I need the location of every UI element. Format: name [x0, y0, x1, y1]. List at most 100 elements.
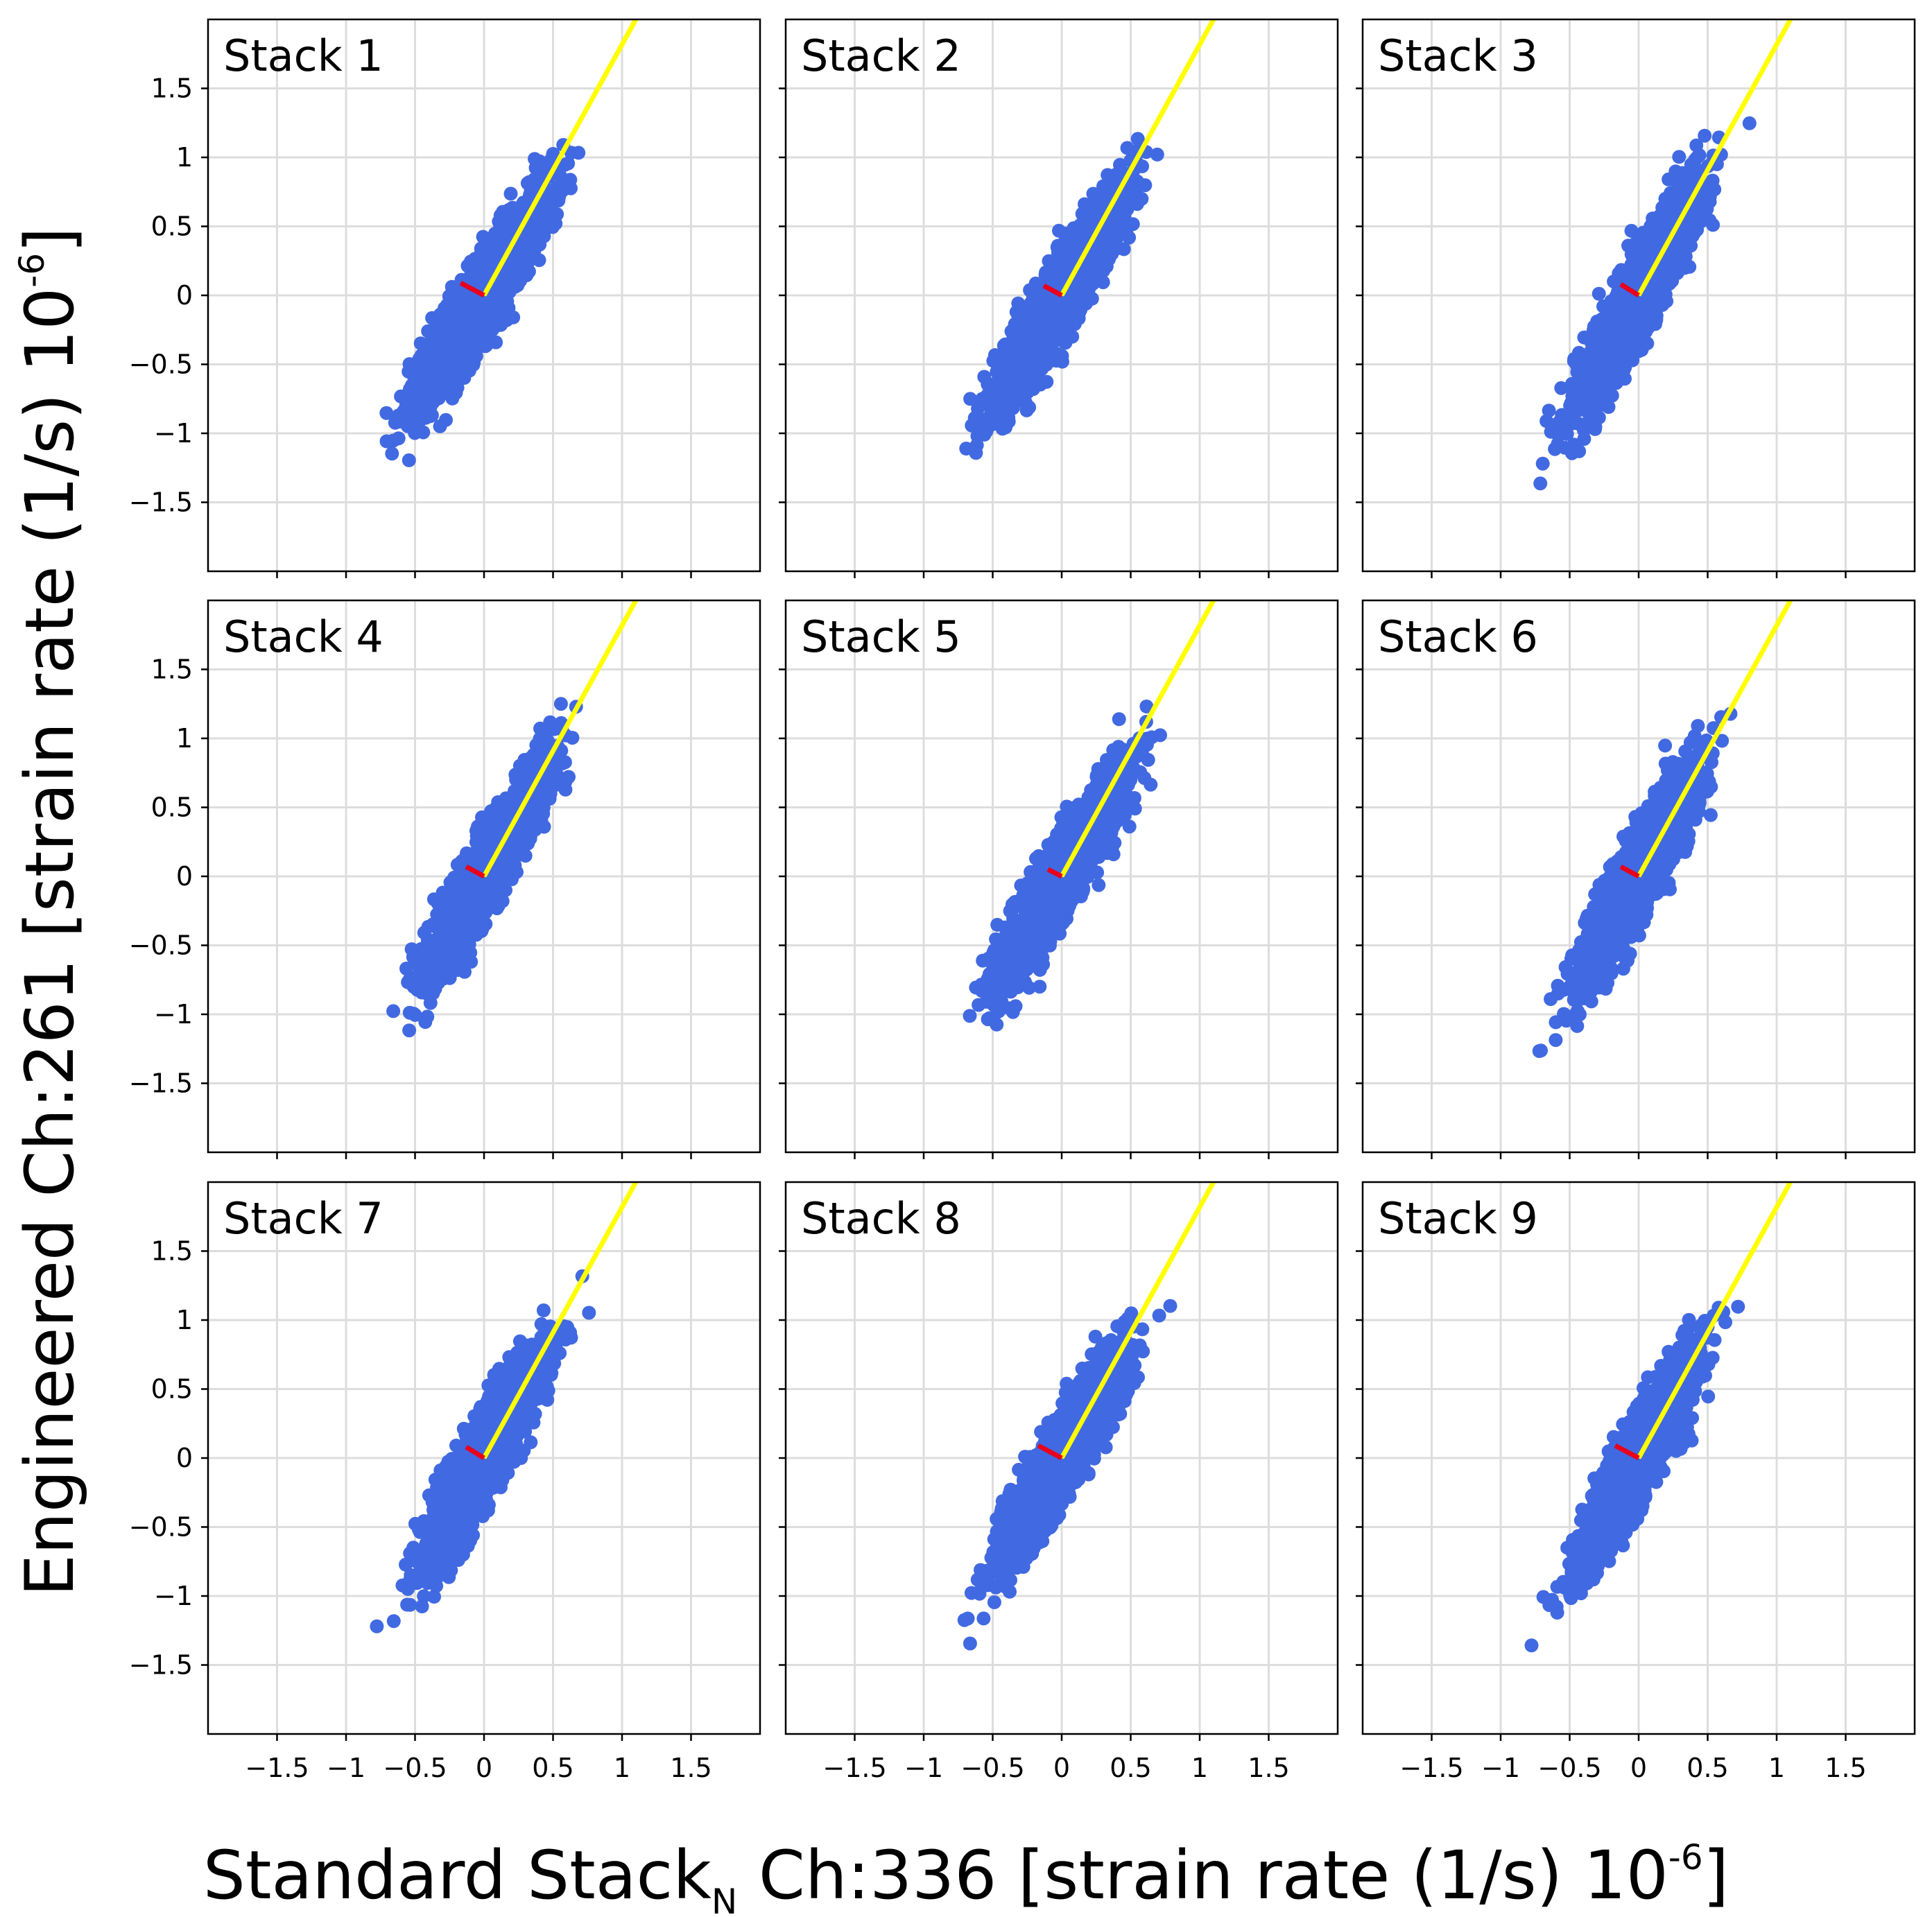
- scatter-point: [1689, 138, 1704, 153]
- scatter-point: [1624, 223, 1639, 238]
- scatter-point: [1085, 291, 1099, 306]
- scatter-point: [977, 413, 991, 427]
- scatter-point: [397, 404, 411, 418]
- scatter-point: [1028, 325, 1042, 340]
- scatter-point: [1560, 426, 1574, 441]
- scatter-point: [1135, 191, 1149, 206]
- scatter-point: [520, 176, 535, 191]
- scatter-point: [431, 391, 446, 406]
- scatter-point: [1085, 202, 1099, 216]
- scatter-point: [379, 406, 394, 420]
- scatter-point: [1130, 132, 1145, 146]
- scatter-point: [1125, 217, 1140, 232]
- scatter-point: [466, 358, 481, 372]
- scatter-point: [1535, 456, 1550, 471]
- scatter-point: [415, 392, 430, 407]
- scatter-point: [474, 251, 489, 266]
- scatter-point: [564, 181, 578, 196]
- scatter-point: [1114, 211, 1129, 225]
- scatter-point: [1060, 314, 1074, 329]
- scatter-point: [1087, 264, 1102, 278]
- scatter-point: [433, 419, 447, 433]
- panel-title: Stack 1: [223, 31, 383, 81]
- scatter-point: [1050, 347, 1064, 361]
- scatter-point: [419, 370, 433, 385]
- scatter-point: [503, 187, 518, 201]
- scatter-point: [1067, 284, 1082, 299]
- scatter-point: [445, 339, 459, 354]
- panel-2: Stack 2: [779, 18, 1339, 578]
- scatter-point: [1601, 400, 1616, 414]
- scatter-point: [385, 446, 399, 461]
- scatter-point: [1001, 414, 1016, 428]
- scatter-point: [1071, 240, 1085, 254]
- y-tick-label: 1.5: [151, 73, 193, 104]
- scatter-point: [533, 223, 548, 237]
- scatter-point: [402, 453, 416, 467]
- scatter-point: [561, 156, 576, 171]
- scatter-point: [1592, 286, 1606, 301]
- scatter-point: [1672, 150, 1687, 164]
- scatter-point: [986, 354, 1001, 368]
- scatter-point: [450, 381, 465, 395]
- scatter-point: [462, 293, 476, 308]
- scatter-point: [571, 146, 586, 160]
- scatter-point: [971, 401, 985, 416]
- residual-line: [1042, 283, 1063, 298]
- scatter-point: [1698, 128, 1712, 143]
- scatter-point: [1022, 400, 1037, 415]
- panel-title: Stack 2: [801, 31, 961, 81]
- y-tick-label: −0.5: [129, 349, 193, 380]
- scatter-point: [386, 433, 401, 448]
- scatter-point: [512, 205, 527, 219]
- scatter-point: [415, 409, 430, 423]
- fit-line: [1059, 19, 1216, 297]
- scatter-point: [1120, 141, 1135, 155]
- scatter-point: [1548, 442, 1562, 456]
- scatter-point: [1015, 321, 1029, 336]
- scatter-point: [977, 370, 992, 384]
- scatter-point: [1056, 262, 1071, 277]
- scatter-point: [421, 381, 435, 395]
- scatter-point: [544, 187, 558, 202]
- scatter-point: [435, 347, 449, 361]
- scatter-point: [437, 376, 451, 391]
- scatter-point: [490, 318, 504, 333]
- scatter-point: [1135, 159, 1149, 173]
- scatter-point: [1071, 306, 1086, 320]
- y-tick-label: 1: [176, 142, 193, 173]
- panel-3: Stack 3: [1356, 18, 1916, 578]
- scatter-point: [464, 305, 478, 320]
- scatter-point: [506, 310, 521, 324]
- scatter-point: [1051, 238, 1065, 253]
- scatter-point: [969, 438, 984, 453]
- y-tick-label: 0.5: [151, 211, 193, 242]
- scatter-point: [481, 293, 495, 307]
- scatter-point: [1555, 408, 1569, 422]
- scatter-point: [1057, 327, 1071, 341]
- scatter-point: [1533, 476, 1548, 491]
- scatter-point: [979, 424, 994, 438]
- scatter-point: [1101, 168, 1115, 182]
- scatter-point: [1150, 147, 1164, 162]
- scatter-point: [429, 335, 444, 349]
- scatter-point: [1015, 379, 1030, 393]
- scatter-point: [438, 324, 453, 338]
- scatter-point: [451, 295, 466, 310]
- scatter-point: [1015, 352, 1030, 367]
- scatter-point: [467, 340, 481, 355]
- scatter-point: [485, 303, 499, 318]
- scatter-point: [411, 421, 425, 435]
- scatter-point: [983, 382, 997, 397]
- scatter-point: [1037, 293, 1051, 307]
- scatter-point: [519, 257, 534, 271]
- scatter-series: [379, 138, 586, 467]
- scatter-point: [1044, 313, 1058, 328]
- scatter-point: [512, 269, 527, 284]
- scatter-point: [456, 342, 471, 357]
- fit-line: [481, 19, 638, 297]
- scatter-point: [1022, 342, 1037, 357]
- scatter-point: [1008, 340, 1023, 355]
